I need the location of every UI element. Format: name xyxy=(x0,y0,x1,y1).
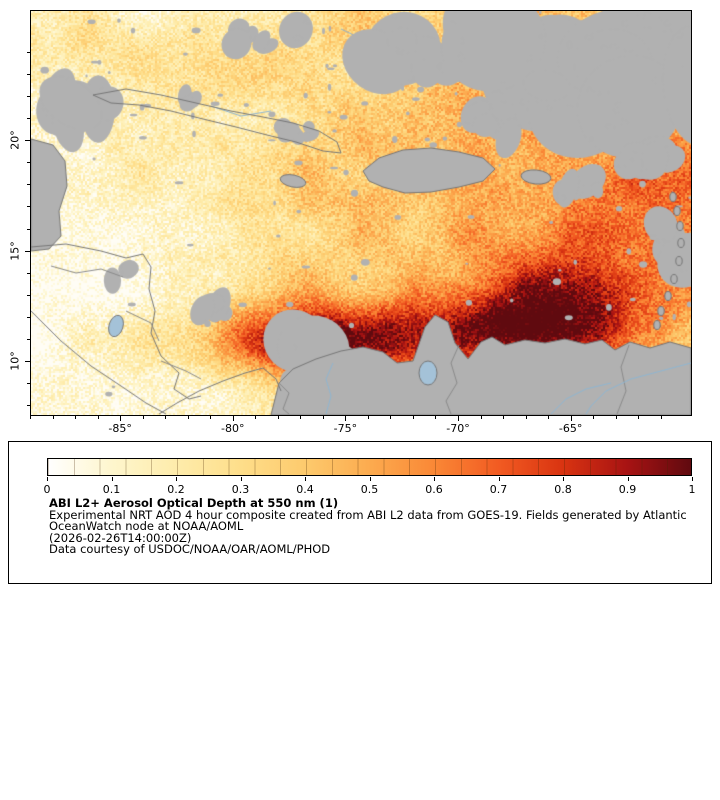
colorbar xyxy=(47,458,692,476)
x-axis-minor-tick xyxy=(322,416,324,419)
x-axis-minor-tick xyxy=(277,416,279,419)
x-axis-minor-tick xyxy=(52,416,54,419)
x-axis-tick xyxy=(345,416,347,421)
aod-map-figure xyxy=(30,10,692,416)
x-axis-label: -65° xyxy=(558,422,583,435)
x-axis-minor-tick xyxy=(210,416,212,419)
x-axis-minor-tick xyxy=(615,416,617,419)
colorbar-tick-label: 0.7 xyxy=(489,483,508,496)
colorbar-tick xyxy=(176,477,177,481)
legend-description-line2: OceanWatch node at NOAA/AOML xyxy=(49,519,244,534)
colorbar-tick-label: 0.3 xyxy=(231,483,250,496)
colorbar-tick xyxy=(627,477,629,481)
y-axis-minor-tick xyxy=(27,96,30,98)
y-axis-tick xyxy=(25,361,30,363)
legend-title: ABI L2+ Aerosol Optical Depth at 550 nm … xyxy=(49,496,339,510)
y-axis-minor-tick xyxy=(27,316,30,318)
aod-map-canvas xyxy=(31,11,691,415)
x-axis-tick xyxy=(120,416,122,421)
colorbar-tick-label: 0.6 xyxy=(425,483,443,496)
y-axis-minor-tick xyxy=(27,74,30,76)
colorbar-tick xyxy=(434,477,435,481)
colorbar-tick xyxy=(369,477,371,481)
x-axis-minor-tick xyxy=(187,416,189,419)
x-axis-label: -75° xyxy=(333,422,358,435)
legend-description-line1: Experimental NRT AOD 4 hour composite cr… xyxy=(49,507,687,522)
colorbar-tick-label: 0.9 xyxy=(618,483,637,496)
x-axis-label: -80° xyxy=(220,422,245,435)
x-axis-minor-tick xyxy=(165,416,167,419)
colorbar-gradient xyxy=(48,459,691,475)
x-axis-minor-tick xyxy=(142,416,144,419)
y-axis-minor-tick xyxy=(27,118,30,120)
colorbar-tick-label: 0.1 xyxy=(102,483,121,496)
y-axis-label: 10° xyxy=(8,351,22,371)
y-axis-label: 20° xyxy=(8,130,22,151)
x-axis-minor-tick xyxy=(503,416,505,419)
x-axis-tick xyxy=(570,416,572,421)
x-axis-label: -70° xyxy=(446,422,470,435)
x-axis-minor-tick xyxy=(367,416,369,419)
y-axis-minor-tick xyxy=(27,272,30,274)
y-axis-tick xyxy=(25,140,30,142)
colorbar-tick xyxy=(305,477,306,481)
x-axis-minor-tick xyxy=(548,416,550,419)
legend-caption: ABI L2+ Aerosol Optical Depth at 550 nm … xyxy=(49,496,687,557)
colorbar-tick xyxy=(240,477,242,481)
x-axis-tick xyxy=(457,416,459,421)
colorbar-tick-label: 0.4 xyxy=(296,483,314,496)
x-axis-minor-tick xyxy=(30,416,31,419)
colorbar-tick xyxy=(498,477,500,481)
x-axis-tick xyxy=(232,416,234,421)
x-axis-minor-tick xyxy=(525,416,527,419)
legend-credit: Data courtesy of USDOC/NOAA/OAR/AOML/PHO… xyxy=(49,542,331,557)
x-axis-minor-tick xyxy=(412,416,414,419)
colorbar-tick-label: 0.8 xyxy=(554,483,572,496)
x-axis-minor-tick xyxy=(593,416,595,419)
x-axis-minor-tick xyxy=(255,416,257,419)
y-axis-minor-tick xyxy=(27,383,30,385)
y-axis-minor-tick xyxy=(27,184,30,186)
x-axis-label: -85° xyxy=(108,422,132,435)
y-axis-minor-tick xyxy=(27,228,30,230)
y-axis-minor-tick xyxy=(27,162,30,164)
y-axis-minor-tick xyxy=(27,294,30,296)
x-axis-minor-tick xyxy=(300,416,302,419)
y-axis-label: 15° xyxy=(8,240,22,261)
legend-panel: ABI L2+ Aerosol Optical Depth at 550 nm … xyxy=(8,441,712,584)
x-axis-minor-tick xyxy=(660,416,662,419)
colorbar-tick xyxy=(111,477,113,481)
y-axis-tick xyxy=(25,250,30,252)
y-axis-minor-tick xyxy=(27,338,30,340)
y-axis-minor-tick xyxy=(27,51,30,53)
colorbar-tick xyxy=(692,477,693,481)
colorbar-tick xyxy=(563,477,564,481)
legend-timestamp: (2026-02-26T14:00:00Z) xyxy=(49,530,192,545)
colorbar-tick xyxy=(47,477,48,481)
y-axis-minor-tick xyxy=(27,405,30,407)
x-axis-minor-tick xyxy=(638,416,640,419)
colorbar-tick-label: 0.2 xyxy=(167,483,185,496)
x-axis-minor-tick xyxy=(75,416,77,419)
colorbar-segments xyxy=(48,459,691,475)
colorbar-tick-label: 1 xyxy=(688,483,696,496)
x-axis-minor-tick xyxy=(480,416,482,419)
colorbar-tick-label: 0.5 xyxy=(360,483,379,496)
x-axis-minor-tick xyxy=(390,416,392,419)
x-axis-minor-tick xyxy=(435,416,437,419)
y-axis-minor-tick xyxy=(27,206,30,208)
colorbar-tick-label: 0 xyxy=(43,483,51,496)
x-axis-minor-tick xyxy=(97,416,99,419)
